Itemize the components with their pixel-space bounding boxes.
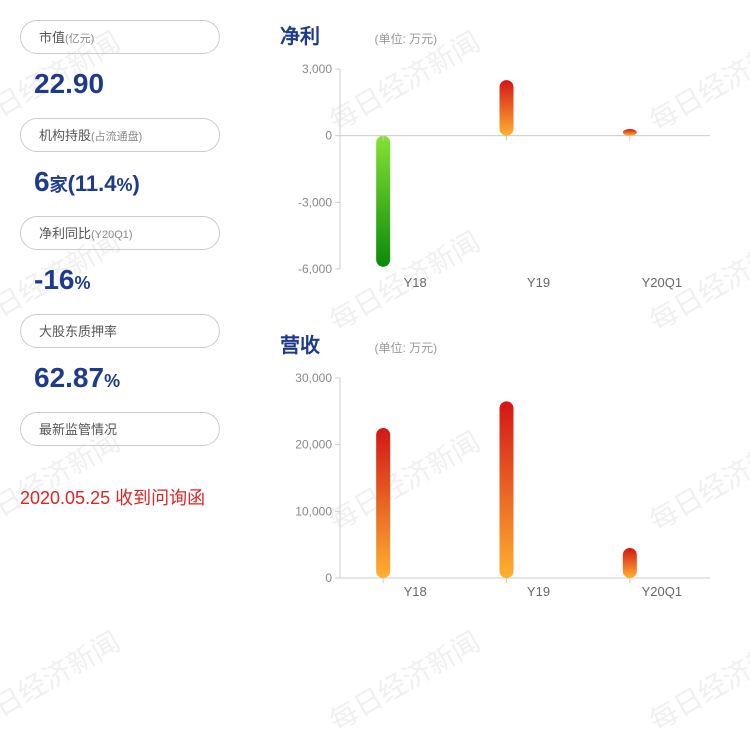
profit-chart: 净利 (单位: 万元) -6,000 -3,000 0 3,000 Y18 Y19 Y20Q… (280, 20, 730, 299)
svg-text:0: 0 (325, 571, 332, 585)
metric-institution: 机构持股(占流通盘) (20, 118, 220, 152)
metric-label: 市值 (39, 30, 65, 45)
pledge-number: 62.87 (34, 362, 104, 393)
institution-count: 6 (34, 166, 50, 197)
institution-pct: 11.4 (75, 171, 117, 196)
svg-text:Y20Q1: Y20Q1 (642, 275, 682, 290)
market-cap-value: 22.90 (34, 68, 240, 100)
watermark: 每日经济新闻 (0, 621, 127, 739)
institution-value: 6家(11.4%) (34, 166, 240, 198)
institution-pct-unit: % (117, 175, 133, 195)
profit-yoy-value: -16% (34, 264, 240, 296)
pledge-unit: % (104, 371, 120, 391)
svg-text:Y20Q1: Y20Q1 (642, 584, 682, 599)
metric-profit-yoy: 净利同比(Y20Q1) (20, 216, 220, 250)
revenue-chart-title: 营收 (280, 329, 320, 358)
metric-label: 大股东质押率 (39, 324, 117, 339)
institution-pct-open: ( (68, 171, 75, 196)
metric-market-cap: 市值(亿元) (20, 20, 220, 54)
svg-text:-3,000: -3,000 (298, 195, 332, 209)
metric-label: 最新监管情况 (39, 422, 117, 437)
institution-pct-close: ) (133, 171, 140, 196)
profit-yoy-number: -16 (34, 264, 74, 295)
profit-yoy-unit: % (74, 273, 90, 293)
metric-pledge: 大股东质押率 (20, 314, 220, 348)
metric-sublabel: (占流通盘) (91, 131, 142, 143)
revenue-chart-svg: 0 10,000 20,000 30,000 Y18 Y19 Y20Q1 (280, 358, 720, 608)
svg-text:20,000: 20,000 (295, 438, 332, 452)
revenue-chart: 营收 (单位: 万元) 0 10,000 20,000 30,000 Y18 Y19 Y20… (280, 329, 730, 608)
regulatory-notice: 2020.05.25 收到问询函 (20, 484, 240, 510)
svg-text:Y19: Y19 (527, 275, 550, 290)
watermark: 每日经济新闻 (321, 621, 487, 739)
institution-unit: 家 (50, 175, 68, 195)
metric-sublabel: (亿元) (65, 33, 94, 45)
metric-label: 净利同比 (39, 226, 91, 241)
metric-regulatory: 最新监管情况 (20, 412, 220, 446)
svg-text:0: 0 (325, 129, 332, 143)
svg-text:Y18: Y18 (404, 584, 427, 599)
profit-chart-svg: -6,000 -3,000 0 3,000 Y18 Y19 Y20Q1 (280, 49, 720, 299)
svg-text:10,000: 10,000 (295, 504, 332, 518)
svg-text:Y18: Y18 (404, 275, 427, 290)
svg-text:30,000: 30,000 (295, 371, 332, 385)
profit-chart-title: 净利 (280, 20, 320, 49)
svg-text:Y19: Y19 (527, 584, 550, 599)
revenue-chart-unit: (单位: 万元) (374, 341, 437, 355)
profit-chart-unit: (单位: 万元) (374, 32, 437, 46)
watermark: 每日经济新闻 (641, 621, 750, 739)
charts-panel: 净利 (单位: 万元) -6,000 -3,000 0 3,000 Y18 Y19 Y20Q… (280, 20, 730, 638)
pledge-value: 62.87% (34, 362, 240, 394)
metric-sublabel: (Y20Q1) (91, 229, 133, 241)
metric-label: 机构持股 (39, 128, 91, 143)
svg-text:3,000: 3,000 (302, 62, 332, 76)
left-metrics-panel: 市值(亿元) 22.90 机构持股(占流通盘) 6家(11.4%) 净利同比(Y… (20, 20, 240, 510)
svg-text:-6,000: -6,000 (298, 262, 332, 276)
